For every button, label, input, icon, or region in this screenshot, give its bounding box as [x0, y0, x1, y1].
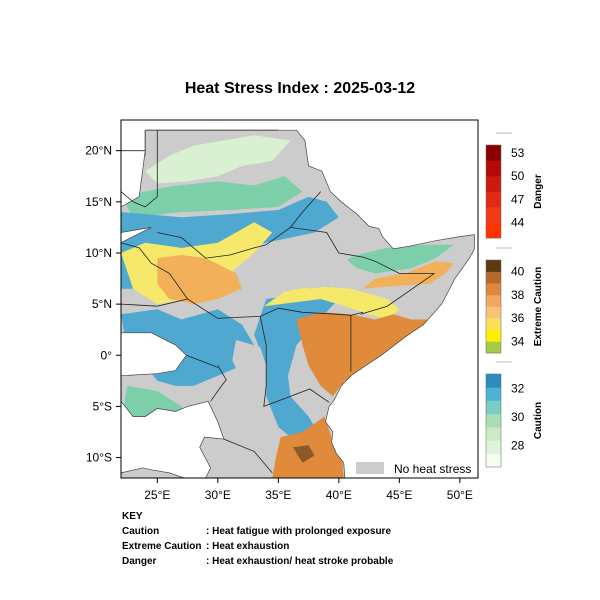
colorbar-title: Extreme Caution	[533, 267, 544, 346]
key-term: Danger	[122, 556, 157, 567]
no-stress-label: No heat stress	[394, 462, 471, 476]
colorbar-tick-label: 30	[511, 410, 525, 424]
country-border	[223, 438, 273, 474]
colorbar-swatch	[486, 440, 501, 454]
colorbar-frame	[485, 373, 502, 468]
country-border	[186, 354, 218, 368]
country-border	[121, 130, 158, 208]
lon-tick-label: 40°E	[326, 488, 352, 502]
lat-tick-label: 5°S	[93, 399, 112, 413]
colorbar-tick-label: 53	[511, 146, 525, 160]
extreme-high-zone-east	[296, 312, 430, 397]
country-border	[121, 298, 188, 307]
colorbar-swatch	[486, 341, 501, 354]
latitude-ticks: 20°N 15°N 10°N 5°N 0° 5°S 10°S	[85, 144, 121, 465]
lon-tick-label: 30°E	[205, 488, 231, 502]
country-borders	[121, 129, 435, 474]
colorbar-swatch	[486, 306, 501, 319]
colorbar-tick-label: 38	[511, 288, 525, 302]
caution-high-zone-east	[254, 283, 339, 448]
extreme-low-zone-east	[263, 285, 400, 320]
country-border	[290, 227, 435, 274]
no-stress-zone-lakes	[232, 339, 267, 381]
lat-tick-label: 20°N	[85, 144, 112, 158]
country-border	[187, 298, 279, 319]
colorbar-tick-label: 28	[511, 439, 525, 453]
no-stress-swatch	[356, 462, 384, 474]
colorbar-frame	[485, 144, 502, 239]
coastline	[121, 129, 475, 478]
caution-mid-zone-horn	[338, 244, 454, 274]
colorbar-swatch	[486, 260, 501, 272]
colorbar-swatch	[486, 329, 501, 342]
key-term: Caution	[122, 526, 160, 537]
lat-tick-label: 10°S	[86, 451, 112, 465]
country-border	[278, 307, 364, 316]
key-desc: : Heat fatigue with prolonged exposure	[206, 526, 392, 537]
key-desc: : Heat exhaustion	[206, 541, 290, 552]
colorbar-tick-label: 32	[511, 381, 525, 395]
lon-tick-label: 25°E	[144, 488, 170, 502]
caution-low-zone-north	[145, 135, 291, 184]
key-row-extreme-caution: Extreme Caution : Heat exhaustion	[122, 539, 393, 554]
lat-tick-label: 5°N	[92, 297, 112, 311]
colorbar-title: Caution	[533, 402, 544, 439]
extreme-top-zone-tanzania	[292, 445, 315, 463]
colorbar-swatch	[486, 191, 501, 208]
colorbar-swatch	[486, 271, 501, 284]
colorbar-tick-label: 34	[511, 334, 525, 348]
colorbar-swatch	[486, 160, 501, 177]
colorbars: 44 47 50 53 Danger 34 36 38 40 Extreme Caution 28 3…	[485, 132, 544, 468]
lat-tick-label: 0°	[101, 348, 113, 362]
map-plot-area: No heat stress	[121, 120, 478, 478]
map-title: Heat Stress Index : 2025-03-12	[184, 80, 416, 97]
colorbar-tick-label: 47	[511, 192, 525, 206]
colorbar-swatch	[486, 176, 501, 192]
key-legend: KEY Caution : Heat fatigue with prolonge…	[122, 509, 393, 569]
country-border	[259, 316, 330, 408]
country-border	[210, 365, 227, 402]
colorbar-swatch	[486, 318, 501, 330]
longitude-ticks: 25°E 30°E 35°E 40°E 45°E 50°E	[144, 478, 473, 502]
key-row-caution: Caution : Heat fatigue with prolonged ex…	[122, 524, 393, 539]
key-row-danger: Danger : Heat exhaustion/ heat stroke pr…	[122, 554, 393, 569]
lat-tick-label: 15°N	[85, 195, 112, 209]
colorbar-swatch	[486, 283, 501, 296]
key-term: Extreme Caution	[122, 541, 202, 552]
colorbar-tick-label: 44	[511, 216, 525, 230]
colorbar-tick-label: 40	[511, 265, 525, 279]
colorbar-tick-label: 36	[511, 311, 525, 325]
extreme-mid-zone-horn	[363, 261, 454, 289]
colorbar-swatch	[486, 400, 501, 415]
colorbar-swatch	[486, 374, 501, 388]
no-stress-zone-highlands	[290, 224, 363, 289]
colorbar-swatch	[486, 453, 501, 468]
map-frame	[120, 119, 479, 479]
lon-tick-label: 45°E	[386, 488, 412, 502]
colorbar-tick-label: 50	[511, 169, 525, 183]
colorbar-swatch	[486, 387, 501, 401]
extreme-mid-zone-sahel	[157, 255, 242, 305]
key-heading: KEY	[122, 511, 143, 522]
caution-mid-zone-north	[121, 176, 303, 218]
country-border	[360, 273, 435, 315]
colorbar-swatch	[486, 145, 501, 161]
lon-tick-label: 35°E	[265, 488, 291, 502]
colorbar-swatch	[486, 427, 501, 441]
colorbar-frame	[485, 259, 502, 354]
colorbar-swatch	[486, 294, 501, 307]
lon-tick-label: 50°E	[447, 488, 473, 502]
colorbar-title: Danger	[533, 174, 544, 209]
colorbar-swatch	[486, 207, 501, 223]
lat-tick-label: 10°N	[85, 246, 112, 260]
country-border	[157, 191, 321, 259]
country-border	[121, 242, 188, 300]
key-desc: : Heat exhaustion/ heat stroke probable	[206, 556, 394, 567]
colorbar-swatch	[486, 222, 501, 239]
colorbar-swatch	[486, 413, 501, 428]
